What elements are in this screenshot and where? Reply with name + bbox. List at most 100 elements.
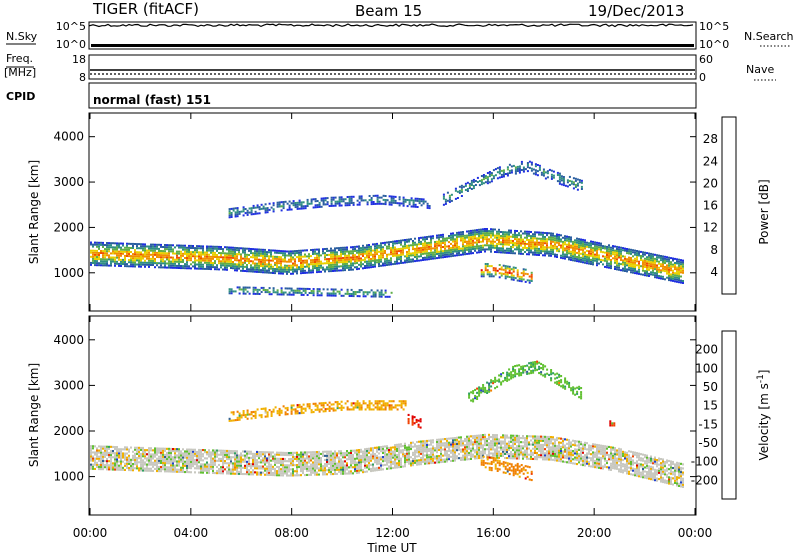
power-cell xyxy=(290,252,292,255)
power-cell xyxy=(512,278,515,281)
power-cell xyxy=(140,251,142,254)
velocity-cell xyxy=(254,459,256,462)
power-cell xyxy=(630,271,632,274)
power-cell xyxy=(480,183,483,186)
power-cell xyxy=(198,253,200,256)
power-cell xyxy=(474,229,476,232)
velocity-cell xyxy=(184,460,186,463)
power-cell xyxy=(494,267,497,270)
velocity-cell xyxy=(320,463,322,466)
power-cell xyxy=(570,250,572,253)
power-cell xyxy=(364,291,367,294)
power-cell xyxy=(418,202,421,205)
velocity-cell xyxy=(266,465,268,468)
power-cell xyxy=(316,269,318,271)
power-cell xyxy=(224,246,226,249)
velocity-cell xyxy=(230,462,232,465)
power-cell xyxy=(468,182,471,185)
velocity-cell xyxy=(286,454,288,457)
power-cell xyxy=(522,240,524,243)
power-cell xyxy=(306,249,308,252)
power-cell xyxy=(680,267,682,270)
power-cell xyxy=(494,244,496,247)
power-cell xyxy=(502,268,505,271)
power-cell xyxy=(590,248,592,251)
velocity-cell xyxy=(144,461,146,464)
power-cell xyxy=(496,251,498,254)
power-cell xyxy=(258,293,261,295)
velocity-cell xyxy=(100,459,102,462)
velocity-cell xyxy=(302,459,304,462)
power-cell xyxy=(662,259,664,262)
power-cell xyxy=(224,260,226,263)
power-cell xyxy=(612,251,614,254)
velocity-cell xyxy=(290,474,292,477)
power-cell xyxy=(590,252,592,255)
power-cell xyxy=(590,260,592,263)
velocity-cell xyxy=(294,455,296,458)
power-cell xyxy=(626,250,628,252)
power-cell xyxy=(480,228,482,231)
velocity-cell xyxy=(346,466,348,469)
power-cell xyxy=(660,269,662,272)
power-cell xyxy=(476,181,479,183)
velocity-cell xyxy=(126,464,128,467)
velocity-cell xyxy=(148,449,150,452)
velocity-cell xyxy=(226,449,228,452)
power-echo-band xyxy=(228,286,393,298)
velocity-cell xyxy=(272,455,274,458)
velocity-cell xyxy=(156,470,158,473)
power-cell xyxy=(160,250,162,252)
power-cell xyxy=(680,281,682,284)
power-cell xyxy=(246,270,248,273)
power-cell xyxy=(488,271,491,274)
power-cell xyxy=(190,253,192,256)
power-cell xyxy=(522,268,525,271)
power-cell xyxy=(164,252,166,255)
power-cell xyxy=(406,240,408,243)
power-cell xyxy=(166,246,168,249)
velocity-cell xyxy=(184,452,186,455)
power-cell xyxy=(394,242,396,245)
power-cell xyxy=(94,255,96,258)
power-cell xyxy=(104,256,106,259)
power-cell xyxy=(532,172,535,175)
velocity-cell xyxy=(108,454,110,457)
power-cell xyxy=(616,254,618,257)
power-cell xyxy=(154,251,156,254)
power-cell xyxy=(248,270,250,273)
power-cell xyxy=(240,247,242,250)
power-cell xyxy=(408,248,410,251)
power-cell xyxy=(290,268,292,271)
power-cell xyxy=(498,170,501,173)
velocity-cell xyxy=(330,450,332,453)
power-cell xyxy=(370,245,372,248)
power-cell xyxy=(398,202,401,205)
power-cell xyxy=(676,274,678,277)
power-cell xyxy=(168,244,170,247)
velocity-cell xyxy=(274,474,276,477)
power-cell xyxy=(152,255,154,258)
power-cell xyxy=(382,198,385,201)
velocity-cell xyxy=(116,454,118,457)
power-cell xyxy=(472,180,475,183)
power-cell xyxy=(346,290,349,293)
power-cell xyxy=(582,238,584,241)
velocity-cell xyxy=(210,465,212,468)
velocity-cell xyxy=(166,470,168,473)
power-cell xyxy=(366,293,369,296)
power-cell xyxy=(556,171,559,174)
velocity-cell xyxy=(286,460,288,463)
power-cell xyxy=(120,265,122,267)
velocity-cell xyxy=(278,457,280,460)
power-cell xyxy=(578,250,580,253)
power-cell xyxy=(242,210,245,213)
power-cell xyxy=(136,255,138,258)
velocity-cell xyxy=(162,457,164,460)
power-cell xyxy=(126,263,128,266)
power-cell xyxy=(662,269,664,272)
power-cell xyxy=(118,262,120,265)
power-cell xyxy=(628,252,630,255)
power-cell xyxy=(276,249,278,252)
power-cell xyxy=(346,196,349,198)
